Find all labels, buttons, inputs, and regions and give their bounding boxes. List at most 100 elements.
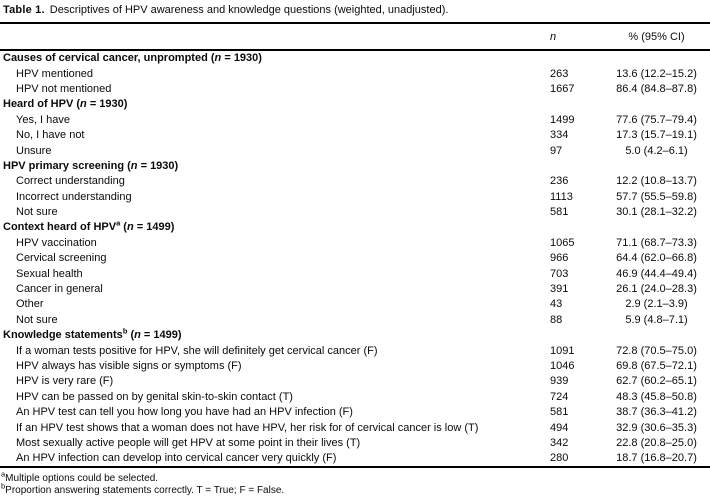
row-n-value: 494 [550, 421, 569, 434]
row-n-value: 280 [550, 452, 569, 465]
table-row: Most sexually active people will get HPV… [0, 435, 710, 450]
table-row: HPV mentioned 263 13.6 (12.2–15.2) [0, 66, 710, 81]
row-pct-value: 30.1 (28.1–32.2) [616, 206, 697, 219]
row-n-value: 939 [550, 375, 569, 388]
row-pct-value: 26.1 (24.0–28.3) [616, 283, 697, 296]
row-label: Yes, I have [16, 113, 71, 126]
section-header: Heard of HPV (n = 1930) [3, 98, 128, 111]
row-label: Not sure [16, 313, 58, 326]
column-header-n: n [550, 30, 557, 43]
row-n-value: 391 [550, 283, 569, 296]
row-pct-value: 72.8 (70.5–75.0) [616, 344, 697, 357]
row-pct-value: 12.2 (10.8–13.7) [616, 175, 697, 188]
row-label: Cancer in general [16, 283, 103, 296]
table-row: Incorrect understanding 1113 57.7 (55.5–59… [0, 189, 710, 204]
table-row: Sexual health 703 46.9 (44.4–49.4) [0, 266, 710, 281]
table-row: Heard of HPV (n = 1930) [0, 97, 710, 112]
top-rule [0, 22, 710, 24]
row-n-value: 1499 [550, 113, 575, 126]
row-pct-value: 5.0 (4.2–6.1) [625, 144, 688, 157]
row-pct-value: 48.3 (45.8–50.8) [616, 390, 697, 403]
table-row: An HPV test can tell you how long you ha… [0, 404, 710, 419]
table-caption-text: Descriptives of HPV awareness and knowle… [49, 4, 449, 16]
table-row: No, I have not 334 17.3 (15.7–19.1) [0, 127, 710, 142]
row-label: An HPV infection can develop into cervic… [16, 452, 337, 465]
table-caption: Table 1. Descriptives of HPV awareness an… [0, 0, 710, 18]
row-n-value: 1065 [550, 236, 575, 249]
table-row: Not sure 581 30.1 (28.1–32.2) [0, 204, 710, 219]
table-row: Cervical screening 966 64.4 (62.0–66.8) [0, 251, 710, 266]
row-pct-value: 62.7 (60.2–65.1) [616, 375, 697, 388]
table-row: An HPV infection can develop into cervic… [0, 451, 710, 466]
bottom-rule [0, 466, 710, 468]
table-row: HPV primary screening (n = 1930) [0, 158, 710, 173]
row-label: Cervical screening [16, 252, 107, 265]
row-label: HPV not mentioned [16, 82, 112, 95]
footnote: aMultiple options could be selected. [1, 469, 159, 484]
table-row: HPV always has visible signs or symptoms… [0, 358, 710, 373]
table-row: If an HPV test shows that a woman does n… [0, 420, 710, 435]
section-header: Knowledge statementsb (n = 1499) [3, 326, 182, 342]
row-n-value: 342 [550, 436, 569, 449]
table-row: Correct understanding 236 12.2 (10.8–13.7) [0, 174, 710, 189]
row-n-value: 1091 [550, 344, 575, 357]
row-pct-value: 69.8 (67.5–72.1) [616, 360, 697, 372]
table-body: Causes of cervical cancer, unprompted (n… [0, 51, 710, 467]
row-pct-value: 22.8 (20.8–25.0) [616, 436, 697, 449]
row-pct-value: 5.9 (4.8–7.1) [625, 313, 688, 326]
table-caption-number: Table 1. [3, 4, 45, 16]
row-pct-value: 17.3 (15.7–19.1) [616, 129, 697, 142]
section-header: Context heard of HPVa (n = 1499) [3, 218, 175, 234]
footnote: bProportion answering statements correct… [1, 481, 285, 497]
header-rule [0, 49, 710, 51]
table-row: If a woman tests positive for HPV, she w… [0, 343, 710, 358]
table-row: Yes, I have 1499 77.6 (75.7–79.4) [0, 112, 710, 127]
row-label: Sexual health [16, 267, 83, 280]
row-pct-value: 32.9 (30.6–35.3) [616, 421, 697, 434]
section-header: Causes of cervical cancer, unprompted (n… [3, 52, 262, 65]
row-pct-value: 64.4 (62.0–66.8) [616, 252, 697, 265]
table-row: Context heard of HPVa (n = 1499) [0, 220, 710, 235]
row-label: Most sexually active people will get HPV… [16, 436, 361, 449]
table-row: HPV can be passed on by genital skin-to-… [0, 389, 710, 404]
row-n-value: 703 [550, 267, 569, 280]
row-label: HPV is very rare (F) [16, 375, 114, 388]
row-n-value: 724 [550, 390, 569, 403]
footnotes: aMultiple options could be selected. bPro… [0, 468, 710, 497]
row-label: Other [16, 298, 44, 311]
row-pct-value: 38.7 (36.3–41.2) [616, 406, 697, 419]
table-row: HPV not mentioned 1667 86.4 (84.8–87.8) [0, 81, 710, 96]
row-label: HPV mentioned [16, 67, 94, 80]
table-header-row: n % (95% CI) [0, 24, 710, 49]
row-n-value: 334 [550, 129, 569, 142]
row-pct-value: 2.9 (2.1–3.9) [625, 298, 688, 311]
table-row: HPV vaccination 1065 71.1 (68.7–73.3) [0, 235, 710, 250]
row-n-value: 581 [550, 406, 569, 419]
row-n-value: 88 [550, 313, 563, 326]
row-label: HPV always has visible signs or symptoms… [16, 360, 242, 372]
row-pct-value: 71.1 (68.7–73.3) [616, 236, 697, 249]
row-n-value: 43 [550, 298, 563, 311]
row-n-value: 966 [550, 252, 569, 265]
row-label: An HPV test can tell you how long you ha… [16, 406, 353, 419]
row-label: HPV vaccination [16, 236, 97, 249]
row-pct-value: 13.6 (12.2–15.2) [616, 67, 697, 80]
row-pct-value: 57.7 (55.5–59.8) [616, 190, 697, 203]
row-label: Incorrect understanding [16, 190, 132, 203]
row-n-value: 1667 [550, 82, 575, 95]
row-label: No, I have not [16, 129, 85, 142]
table-row: Unsure 97 5.0 (4.2–6.1) [0, 143, 710, 158]
row-n-value: 1113 [550, 190, 573, 203]
column-header-pct: % (95% CI) [628, 30, 685, 43]
row-label: If an HPV test shows that a woman does n… [16, 421, 479, 434]
row-pct-value: 77.6 (75.7–79.4) [616, 113, 697, 126]
row-n-value: 236 [550, 175, 569, 188]
row-label: If a woman tests positive for HPV, she w… [16, 344, 378, 357]
section-header: HPV primary screening (n = 1930) [3, 159, 179, 172]
row-n-value: 581 [550, 206, 569, 219]
row-n-value: 1046 [550, 360, 575, 372]
row-pct-value: 18.7 (16.8–20.7) [616, 452, 697, 465]
row-n-value: 263 [550, 67, 569, 80]
table-row: Not sure 88 5.9 (4.8–7.1) [0, 312, 710, 327]
